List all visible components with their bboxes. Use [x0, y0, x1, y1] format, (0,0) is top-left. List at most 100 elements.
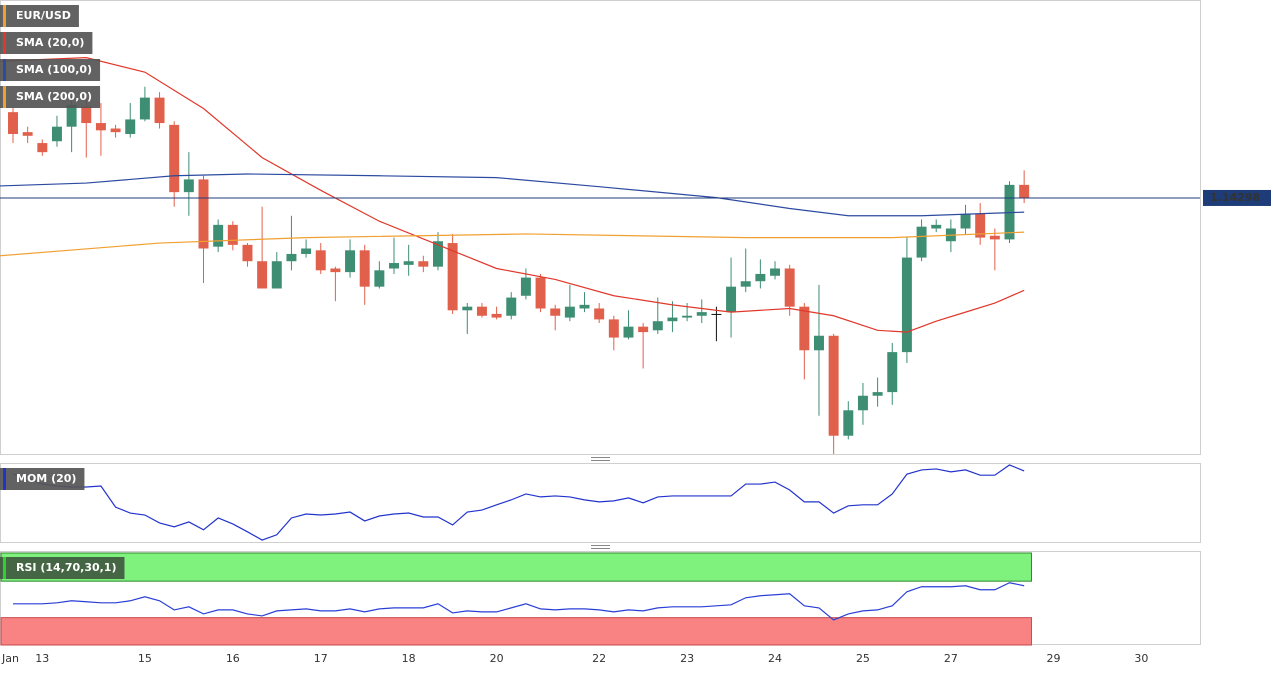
candle-body [960, 213, 971, 229]
candle-body [81, 106, 92, 124]
candle-body [257, 261, 268, 289]
legend-label: SMA (20,0) [16, 36, 84, 49]
candle-body [403, 261, 414, 265]
legend-label: RSI (14,70,30,1) [16, 561, 116, 574]
candle-body [623, 326, 634, 338]
oversold-band [0, 617, 1032, 646]
candle-body [682, 315, 693, 318]
candle-body [154, 97, 165, 124]
candle-body [22, 132, 33, 136]
x-tick-label: 30 [1134, 652, 1148, 665]
candle-body [594, 308, 605, 320]
candle-body [564, 306, 575, 318]
candle-body [931, 224, 942, 229]
candle-body [887, 352, 898, 393]
candle-body [520, 277, 531, 296]
legend-color [3, 557, 6, 579]
x-tick-label: 15 [138, 652, 152, 665]
candle-body [139, 97, 150, 120]
candle-body [726, 286, 737, 313]
indicator-line [0, 173, 1025, 217]
legend-label: EUR/USD [16, 9, 71, 22]
candle-body [652, 321, 663, 331]
x-tick-label: 25 [856, 652, 870, 665]
candle-body [345, 250, 356, 273]
candle-body [579, 304, 590, 309]
candle-body [506, 297, 517, 316]
x-tick-label: 17 [314, 652, 328, 665]
x-month-label: Jan [1, 652, 19, 665]
legend-box [0, 468, 85, 490]
candle-body [857, 395, 868, 411]
candle-body [476, 306, 487, 316]
candle-body [242, 244, 253, 262]
candle-body [183, 179, 194, 193]
candle-body [110, 128, 121, 133]
candle-body [535, 277, 546, 309]
candle-body [872, 392, 883, 396]
candle-body [66, 104, 77, 127]
candle-body [608, 319, 619, 338]
candle-body [330, 268, 341, 273]
last-price-label: 1.14298 [1210, 191, 1260, 204]
candle-body [198, 179, 209, 249]
indicator-line [13, 582, 1025, 621]
legend-color [3, 5, 6, 27]
x-tick-label: 20 [490, 652, 504, 665]
candle-body [814, 335, 824, 351]
price-panel [0, 0, 1201, 455]
candle-body [315, 250, 326, 271]
panel-resize-handle[interactable] [591, 457, 610, 461]
indicator-line [0, 231, 1025, 257]
candle-body [989, 235, 1000, 240]
candle-body [975, 213, 986, 238]
legend-label: SMA (200,0) [16, 90, 92, 103]
candle-body [550, 308, 561, 316]
candle-body [125, 119, 136, 134]
candle-body [638, 326, 649, 333]
candle-body [755, 273, 766, 282]
candle-body [389, 263, 399, 269]
candle-body [418, 261, 429, 267]
x-tick-label: 22 [592, 652, 606, 665]
legend-box [0, 5, 79, 27]
candle-body [799, 306, 810, 351]
candle-body [916, 226, 927, 258]
candle-body [374, 270, 385, 287]
panel-resize-handle[interactable] [591, 545, 610, 549]
candle-body [169, 124, 180, 193]
x-tick-label: 29 [1046, 652, 1060, 665]
legend-box [0, 86, 101, 108]
candle-body [901, 257, 912, 353]
candle-body [491, 313, 502, 318]
last-price-box [1203, 189, 1271, 206]
x-tick-label: 24 [768, 652, 782, 665]
x-tick-label: 16 [226, 652, 240, 665]
legend-box [0, 32, 93, 54]
indicator-line [0, 57, 1025, 333]
x-tick-label: 13 [35, 652, 49, 665]
candle-body [301, 248, 312, 254]
candle-body [271, 261, 282, 289]
candle-body [286, 253, 297, 262]
x-tick-label: 18 [402, 652, 416, 665]
candle-body [828, 335, 839, 436]
candle-body [213, 224, 224, 247]
candle-body [696, 312, 707, 316]
legend-box [0, 557, 125, 579]
x-tick-label: 27 [944, 652, 958, 665]
legend-label: MOM (20) [16, 472, 76, 485]
candle-body [359, 250, 370, 287]
candle-body [37, 143, 48, 153]
legend-color [3, 32, 6, 54]
candle-body [8, 112, 18, 134]
candle-body [740, 281, 751, 287]
legend-color [3, 86, 6, 108]
candle-body [51, 126, 62, 142]
candle-body [843, 410, 854, 436]
candle-body [95, 123, 106, 131]
candle-body [784, 268, 795, 307]
candle-body [432, 241, 443, 267]
